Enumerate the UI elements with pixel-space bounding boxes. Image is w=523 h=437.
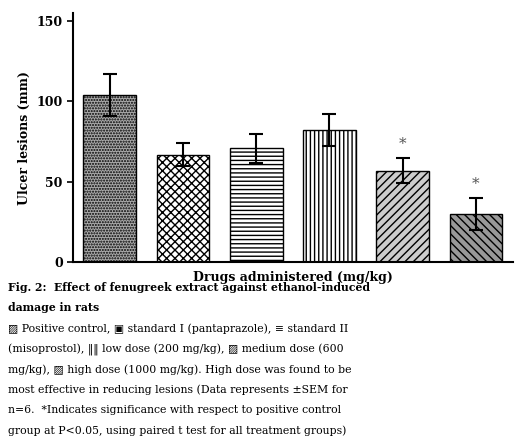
- Text: *: *: [472, 177, 480, 191]
- Text: most effective in reducing lesions (Data represents ±SEM for: most effective in reducing lesions (Data…: [8, 385, 347, 395]
- Bar: [303, 130, 356, 262]
- Y-axis label: Ulcer lesions (mm): Ulcer lesions (mm): [18, 71, 31, 205]
- Text: *: *: [399, 137, 406, 151]
- Text: group at P<0.05, using paired t test for all treatment groups): group at P<0.05, using paired t test for…: [8, 426, 346, 436]
- Bar: [84, 95, 136, 262]
- Bar: [230, 148, 282, 262]
- Text: (misoprostol), ‖‖ low dose (200 mg/kg), ▨ medium dose (600: (misoprostol), ‖‖ low dose (200 mg/kg), …: [8, 343, 344, 356]
- Bar: [157, 155, 209, 262]
- Bar: [377, 170, 429, 262]
- Text: mg/kg), ▨ high dose (1000 mg/kg). High dose was found to be: mg/kg), ▨ high dose (1000 mg/kg). High d…: [8, 364, 351, 375]
- Text: n=6.  *Indicates significance with respect to positive control: n=6. *Indicates significance with respec…: [8, 405, 341, 415]
- Text: damage in rats: damage in rats: [8, 302, 99, 313]
- Text: Fig. 2:  Effect of fenugreek extract against ethanol-induced: Fig. 2: Effect of fenugreek extract agai…: [8, 282, 370, 293]
- X-axis label: Drugs administered (mg/kg): Drugs administered (mg/kg): [193, 271, 393, 284]
- Text: ▨ Positive control, ▣ standard I (pantaprazole), ≡ standard II: ▨ Positive control, ▣ standard I (pantap…: [8, 323, 348, 333]
- Bar: [450, 214, 502, 262]
